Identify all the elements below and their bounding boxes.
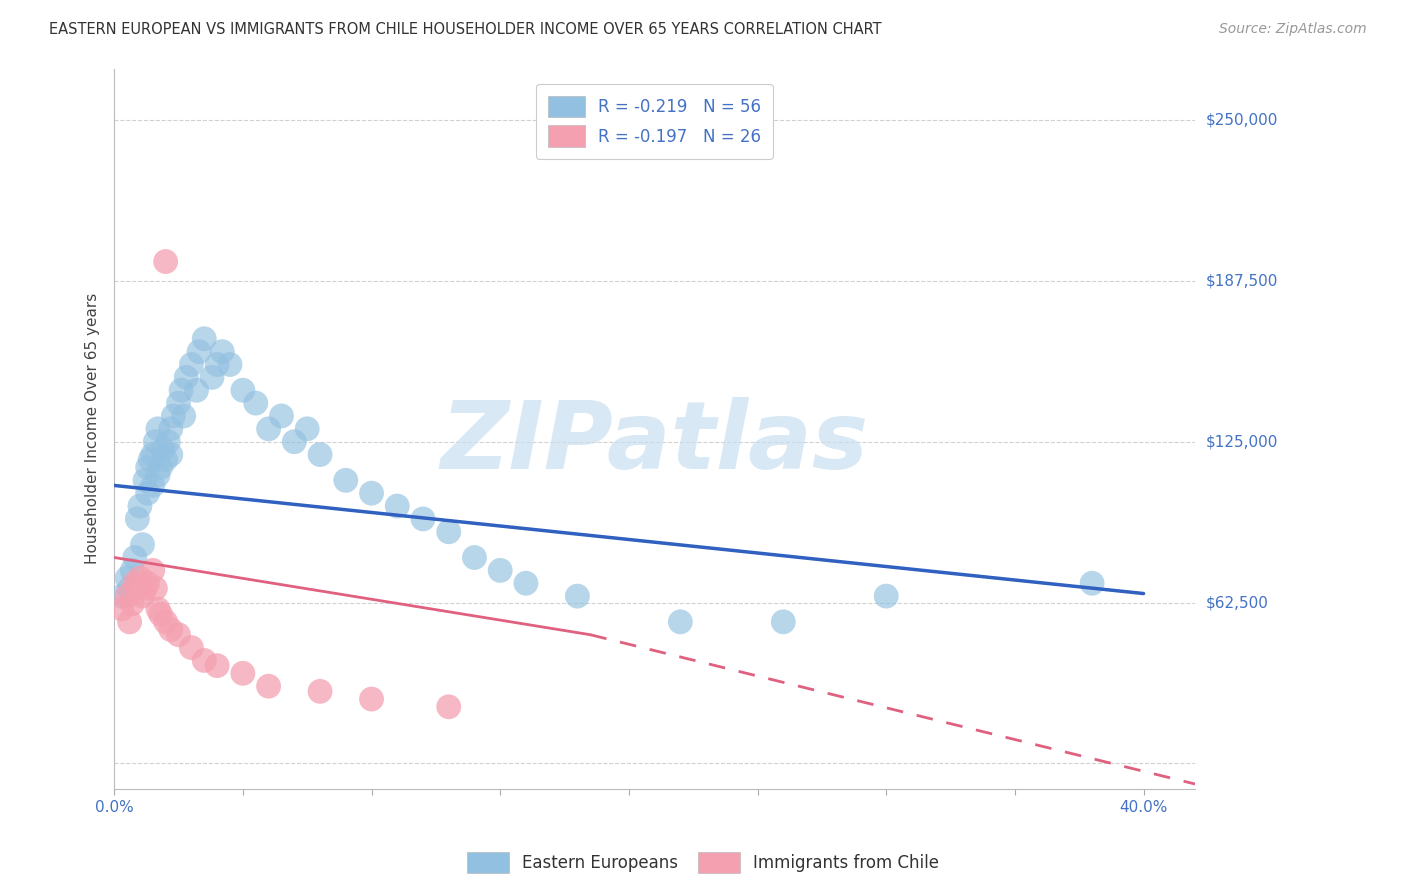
Point (167, 628, 190, 642)
Point (111, 602, 134, 616)
Text: $62,500: $62,500 (1206, 595, 1270, 610)
Point (127, 582, 149, 596)
Point (121, 563, 143, 577)
Point (437, 699, 460, 714)
Text: $250,000: $250,000 (1206, 112, 1278, 128)
Point (463, 550, 485, 565)
Point (136, 486, 159, 500)
Point (180, 640, 202, 655)
Point (270, 409, 292, 423)
Point (159, 448, 181, 462)
Point (173, 409, 195, 423)
Point (149, 460, 172, 475)
Point (360, 692, 382, 706)
Point (155, 452, 177, 467)
Point (186, 383, 208, 397)
Point (875, 589, 897, 603)
Point (309, 684, 332, 698)
Point (127, 512, 149, 526)
Point (245, 396, 267, 410)
Point (211, 344, 233, 359)
Point (1081, 576, 1104, 591)
Point (145, 582, 167, 596)
Point (115, 589, 138, 603)
Point (180, 358, 202, 372)
Point (205, 658, 228, 673)
Point (309, 448, 332, 462)
Point (139, 452, 162, 467)
Point (111, 589, 134, 603)
Point (129, 499, 152, 513)
Point (118, 615, 141, 629)
Point (146, 602, 169, 616)
Text: ZIPatlas: ZIPatlas (440, 397, 869, 489)
Point (412, 512, 434, 526)
Point (121, 597, 143, 611)
Point (437, 524, 460, 539)
Point (159, 623, 181, 637)
Point (188, 344, 211, 359)
Point (515, 576, 537, 591)
Point (155, 615, 177, 629)
Point (232, 383, 254, 397)
Point (257, 679, 280, 693)
Text: Source: ZipAtlas.com: Source: ZipAtlas.com (1219, 22, 1367, 37)
Point (159, 422, 181, 436)
Point (360, 486, 382, 500)
Point (219, 358, 242, 372)
Point (142, 478, 165, 492)
Point (193, 653, 215, 667)
Point (335, 473, 357, 487)
Point (170, 383, 193, 397)
Point (174, 370, 197, 384)
Point (149, 607, 172, 621)
Point (157, 434, 180, 449)
Point (489, 563, 512, 577)
Point (124, 550, 146, 565)
Point (295, 422, 318, 436)
Legend: R = -0.219   N = 56, R = -0.197   N = 26: R = -0.219 N = 56, R = -0.197 N = 26 (537, 84, 773, 159)
Point (146, 468, 169, 483)
Text: EASTERN EUROPEAN VS IMMIGRANTS FROM CHILE HOUSEHOLDER INCOME OVER 65 YEARS CORRE: EASTERN EUROPEAN VS IMMIGRANTS FROM CHIL… (49, 22, 882, 37)
Point (772, 615, 794, 629)
Point (129, 571, 152, 585)
Point (134, 582, 156, 596)
Point (283, 434, 305, 449)
Point (162, 409, 184, 423)
Legend: Eastern Europeans, Immigrants from Chile: Eastern Europeans, Immigrants from Chile (460, 846, 946, 880)
Point (669, 615, 692, 629)
Point (131, 538, 153, 552)
Point (142, 563, 165, 577)
Point (193, 332, 215, 346)
Text: $187,500: $187,500 (1206, 273, 1278, 288)
Point (232, 666, 254, 681)
Point (387, 499, 409, 513)
Point (136, 576, 159, 591)
Point (567, 589, 589, 603)
Point (257, 422, 280, 436)
Point (152, 442, 174, 457)
Point (115, 571, 138, 585)
Point (142, 448, 165, 462)
Point (131, 589, 153, 603)
Point (124, 576, 146, 591)
Point (155, 254, 177, 268)
Point (145, 434, 167, 449)
Point (146, 422, 169, 436)
Point (201, 370, 224, 384)
Point (205, 358, 228, 372)
Point (118, 582, 141, 596)
Point (134, 473, 156, 487)
Point (136, 460, 159, 475)
Text: $125,000: $125,000 (1206, 434, 1278, 450)
Y-axis label: Householder Income Over 65 years: Householder Income Over 65 years (86, 293, 100, 565)
Point (167, 396, 190, 410)
